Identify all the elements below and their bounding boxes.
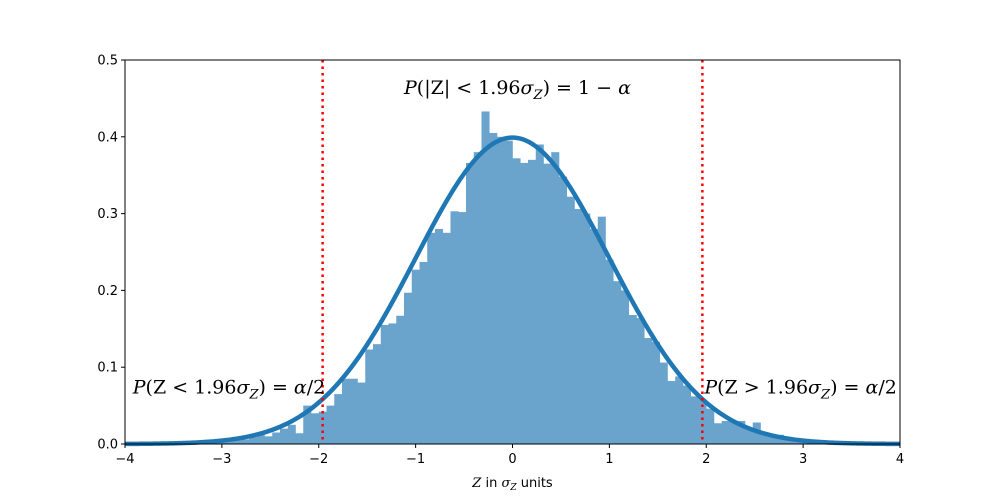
histogram-bar (698, 399, 707, 444)
annotation: P(Z < 1.96σZ) = α/2 (132, 376, 326, 402)
normal-pdf-curve (124, 135, 901, 447)
histogram-bar (411, 269, 420, 444)
histogram-bar (473, 152, 482, 444)
x-tick-label: 2 (702, 452, 710, 467)
histogram-bar (636, 318, 645, 444)
histogram-bar (559, 176, 568, 445)
histogram-bar (760, 432, 769, 444)
histogram-bar (714, 423, 723, 444)
histogram-bar (318, 411, 327, 444)
histogram-bar (388, 323, 397, 444)
histogram-bar (396, 315, 405, 444)
histogram-bar (419, 261, 428, 444)
histogram-bar (303, 405, 312, 444)
histogram-bar (597, 216, 606, 444)
histogram-bar (683, 385, 692, 444)
annotation: P(|Z| < 1.96σZ) = 1 − α (403, 77, 631, 103)
x-tick-label: −2 (309, 452, 328, 467)
histogram-bar (543, 163, 552, 444)
histogram-bar (512, 158, 521, 445)
histogram-bar (605, 259, 614, 444)
x-tick-label: −4 (115, 452, 134, 467)
histogram-bar (365, 349, 374, 444)
histogram-bar (404, 292, 413, 444)
histogram-bar (287, 424, 296, 444)
y-tick-label: 0.4 (97, 130, 118, 145)
histogram-bar (466, 162, 475, 444)
histogram-bar (450, 211, 459, 444)
histogram-bar (613, 281, 622, 444)
histogram-bar (737, 420, 746, 444)
histogram-bar (667, 381, 676, 444)
histogram-bar (652, 341, 661, 444)
histogram-bar (520, 162, 529, 444)
histogram-bar (497, 136, 506, 445)
histogram-bar (233, 438, 242, 444)
y-tick-label: 0.0 (97, 438, 118, 453)
histogram-bar (551, 152, 560, 444)
histogram-bar (566, 196, 575, 444)
histogram-bar (489, 132, 498, 444)
histogram-bar (745, 428, 754, 444)
x-tick-label: −1 (406, 452, 425, 467)
x-tick-label: 4 (896, 452, 904, 467)
annotation: P(Z > 1.96σZ) = α/2 (703, 376, 897, 402)
histogram-bar (690, 396, 699, 444)
histogram-bar (272, 432, 281, 444)
histogram-bar (628, 314, 637, 444)
histogram-bar (706, 408, 715, 444)
histogram-bar (574, 208, 583, 444)
histogram-bar (295, 433, 304, 444)
x-axis-ticks: −4 −3 −2 −1 0 1 2 3 4 (115, 444, 904, 467)
y-tick-label: 0.5 (97, 54, 118, 69)
histogram-bar (311, 413, 320, 444)
histogram-bar (783, 437, 792, 444)
critical-value-lines (321, 60, 704, 444)
y-axis-ticks: 0.0 0.1 0.2 0.3 0.4 0.5 (97, 54, 125, 453)
y-tick-label: 0.1 (97, 361, 118, 376)
histogram-bar (249, 437, 258, 444)
y-tick-label: 0.3 (97, 207, 118, 222)
histogram-bar (659, 362, 668, 444)
y-tick-label: 0.2 (97, 284, 118, 299)
histogram-bar (528, 159, 537, 444)
histogram-bar (535, 144, 544, 445)
probability-annotations: P(Z < 1.96σZ) = α/2 P(|Z| < 1.96σZ) = 1 −… (132, 77, 897, 403)
histogram-bar (721, 420, 730, 444)
histogram-bar (582, 213, 591, 444)
histogram-bar (334, 394, 343, 444)
histogram-bar (349, 378, 358, 444)
x-tick-label: 3 (799, 452, 807, 467)
histogram-bar (590, 228, 599, 444)
histogram-bar (644, 338, 653, 444)
histogram-bar (225, 440, 234, 444)
x-axis-label: Z in σZ units (471, 476, 553, 493)
histogram-bar (280, 428, 289, 444)
histogram-bar (729, 420, 738, 444)
histogram-bar (675, 376, 684, 444)
histogram-bar (442, 232, 451, 444)
x-tick-label: 0 (508, 452, 516, 467)
histogram-bars (179, 111, 847, 445)
histogram-bar (326, 405, 335, 444)
histogram-bar (458, 212, 467, 444)
histogram-bar (357, 382, 366, 444)
x-tick-label: 1 (605, 452, 613, 467)
histogram-bar (373, 344, 382, 444)
histogram-bar (621, 290, 630, 444)
histogram-bar (427, 232, 436, 444)
histogram-bar (481, 111, 490, 445)
histogram-bar (241, 439, 250, 444)
x-tick-label: −3 (212, 452, 231, 467)
histogram-bar (768, 436, 777, 444)
histogram-bar (342, 378, 351, 444)
histogram-bar (380, 324, 389, 444)
histogram-bar (256, 434, 265, 444)
histogram-bar (435, 228, 444, 444)
histogram-bar (504, 140, 513, 444)
histogram-bar (264, 436, 273, 444)
